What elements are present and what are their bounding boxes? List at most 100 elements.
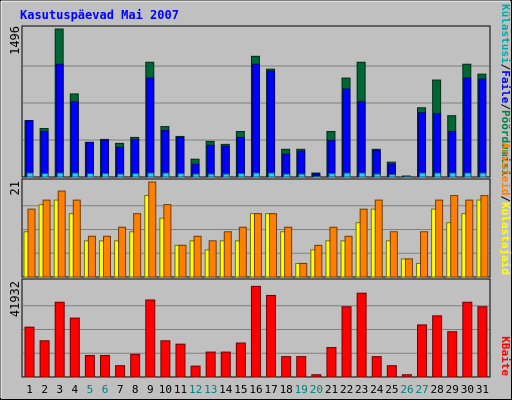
bar-files-day-19 (298, 151, 305, 177)
bar-visitors-day-11 (179, 245, 186, 277)
bar-kbytes-day-14 (221, 352, 230, 377)
bar-visitors-day-14 (224, 232, 231, 277)
bar-kbytes-day-26 (402, 375, 411, 377)
legend-middle: Arvuteid/Külastajaid (499, 143, 512, 275)
svg-text:Arvuteid/Külastajaid: Arvuteid/Külastajaid (499, 143, 512, 275)
x-tick-label: 26 (400, 383, 413, 396)
bar-visitors-day-1 (28, 209, 35, 277)
bar-visitors-day-22 (345, 236, 352, 277)
x-tick-label: 10 (159, 383, 172, 396)
bar-visitors-day-3 (58, 191, 65, 277)
bar-files-day-29 (449, 131, 456, 177)
bar-visitors-day-16 (254, 214, 261, 277)
bar-visits-day-29 (450, 173, 456, 177)
bar-visitors-day-17 (270, 214, 277, 277)
bar-visitors-day-31 (481, 196, 488, 277)
bar-kbytes-day-5 (85, 355, 94, 377)
legend-entry: Külastajaid (499, 202, 512, 275)
bar-visitors-day-30 (466, 200, 473, 277)
x-tick-label: 18 (280, 383, 293, 396)
bar-visits-day-1 (27, 173, 33, 177)
bar-visits-day-27 (420, 173, 426, 177)
bar-visits-day-8 (133, 174, 139, 177)
x-tick-label: 15 (234, 383, 247, 396)
bar-kbytes-day-18 (282, 357, 291, 377)
bar-kbytes-day-4 (70, 318, 79, 377)
x-tick-label: 14 (219, 383, 233, 396)
bar-files-day-13 (207, 145, 214, 177)
bar-files-day-16 (252, 64, 259, 177)
bar-kbytes-day-7 (116, 366, 125, 377)
bar-files-day-11 (177, 137, 184, 177)
bar-kbytes-day-6 (100, 355, 109, 377)
bar-kbytes-day-11 (176, 344, 185, 377)
x-tick-label: 22 (340, 383, 353, 396)
bar-visitors-day-24 (375, 200, 382, 277)
x-tick-label: 16 (249, 383, 262, 396)
bar-visitors-day-28 (436, 200, 443, 277)
bar-kbytes-day-30 (463, 302, 472, 377)
bar-kbytes-day-13 (206, 352, 215, 377)
x-tick-label: 12 (189, 383, 202, 396)
bar-visits-day-31 (480, 173, 486, 177)
x-tick-label: 11 (174, 383, 187, 396)
bar-visits-day-22 (344, 173, 350, 177)
x-tick-label: 8 (132, 383, 139, 396)
x-tick-label: 27 (415, 383, 428, 396)
x-tick-label: 17 (264, 383, 277, 396)
bar-files-day-10 (162, 131, 169, 177)
x-tick-label: 29 (446, 383, 459, 396)
bar-kbytes-day-22 (342, 307, 351, 377)
x-tick-label: 2 (41, 383, 48, 396)
bar-visits-day-28 (435, 173, 441, 177)
x-tick-label: 20 (310, 383, 323, 396)
bar-files-day-15 (237, 137, 244, 177)
bar-kbytes-day-29 (448, 332, 457, 377)
bar-visitors-day-4 (73, 200, 80, 277)
bar-kbytes-day-20 (312, 375, 321, 377)
y-max-label-visits: 21 (8, 181, 22, 195)
bar-visitors-day-15 (239, 227, 246, 277)
bar-kbytes-day-17 (267, 295, 276, 377)
bar-visits-day-15 (238, 174, 244, 177)
x-tick-label: 28 (431, 383, 444, 396)
bar-visits-day-11 (178, 174, 184, 177)
bar-visits-day-14 (223, 174, 229, 177)
bar-visitors-day-12 (194, 236, 201, 277)
bar-visits-day-25 (389, 175, 395, 177)
bar-visits-day-30 (465, 173, 471, 177)
bar-kbytes-day-28 (433, 316, 442, 377)
bar-files-day-30 (464, 78, 471, 177)
bar-files-day-5 (86, 142, 93, 177)
bar-visits-day-13 (208, 174, 214, 177)
bar-kbytes-day-25 (387, 366, 396, 377)
bar-visits-day-5 (87, 174, 93, 177)
bar-visits-day-9 (148, 173, 154, 177)
bar-files-day-9 (147, 78, 154, 177)
bar-visits-day-3 (57, 173, 63, 177)
bar-kbytes-day-27 (418, 325, 427, 377)
bar-visits-day-21 (329, 174, 335, 177)
bar-visits-day-2 (42, 174, 48, 177)
bar-files-day-8 (132, 139, 139, 177)
bar-files-day-6 (101, 140, 108, 177)
y-max-label-hits: 1496 (8, 26, 22, 55)
bar-files-day-24 (373, 150, 380, 177)
bar-visitors-day-25 (390, 232, 397, 277)
bar-visits-day-12 (193, 174, 199, 177)
bar-visits-day-7 (118, 174, 124, 177)
bar-files-day-22 (343, 89, 350, 177)
bar-files-day-21 (328, 140, 335, 177)
bar-visitors-day-29 (451, 196, 458, 277)
bar-kbytes-day-31 (478, 307, 487, 377)
x-tick-label: 19 (295, 383, 308, 396)
y-max-label-kbytes: 41932 (8, 281, 22, 317)
bar-visits-day-16 (253, 173, 259, 177)
bar-kbytes-day-2 (40, 341, 49, 377)
bar-kbytes-day-24 (372, 357, 381, 377)
x-tick-label: 31 (476, 383, 489, 396)
x-tick-label: 6 (102, 383, 109, 396)
bar-kbytes-day-16 (251, 286, 260, 377)
bar-visits-day-24 (374, 174, 380, 177)
x-tick-label: 25 (385, 383, 398, 396)
